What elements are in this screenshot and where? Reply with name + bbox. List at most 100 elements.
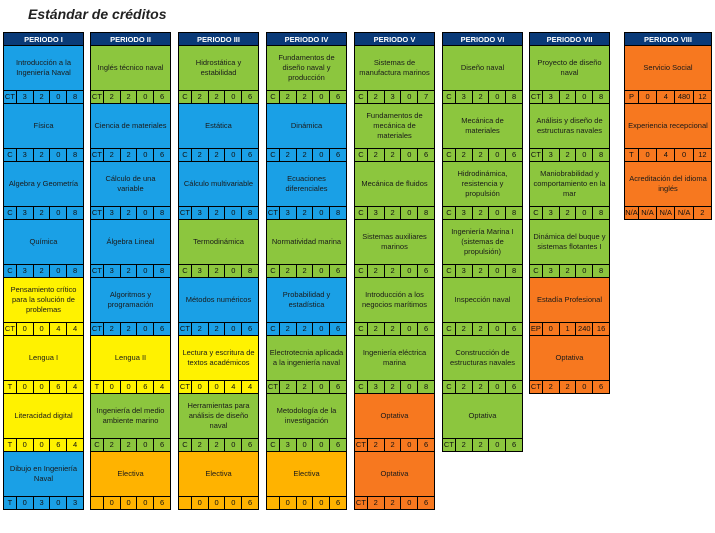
code-value: 2 [471, 323, 489, 335]
course-name: Fundamentos de mecánica de materiales [366, 110, 423, 141]
code-value: 8 [66, 207, 83, 219]
course-name: Mecánica de fluidos [361, 178, 428, 188]
code-value [179, 497, 191, 509]
code-value: 3 [541, 149, 559, 161]
course-cell: Ingeniería eléctrica marina C 3 2 0 8 [354, 336, 435, 394]
course-cell: Electrotecnia aplicada a la ingeniería n… [266, 336, 347, 394]
code-value: C [446, 382, 452, 391]
course-name: Ecuaciones diferenciales [285, 173, 328, 193]
code-value: 2 [454, 149, 472, 161]
code-value: 0 [637, 149, 656, 161]
course-name: Lectura y escritura de textos académicos [182, 347, 255, 367]
code-value: 0 [207, 497, 225, 509]
course-name: Metodología de la investigación [276, 405, 337, 425]
course-cell: Electiva 0 0 0 6 [90, 452, 171, 510]
code-value: 2 [102, 323, 120, 335]
course-cell: Probabilidad y estadística C 2 2 0 6 [266, 278, 347, 336]
code-value: C [358, 382, 364, 391]
code-value: 2 [119, 439, 137, 451]
code-value: 6 [136, 381, 153, 393]
course-codes: CT 2 2 0 6 [267, 380, 346, 393]
page-title: Estándar de créditos [28, 6, 167, 22]
code-value: 2 [383, 381, 401, 393]
code-value: 3 [366, 381, 384, 393]
code-value: C [446, 150, 452, 159]
code-value: 4 [224, 381, 241, 393]
code-value: 0 [190, 497, 208, 509]
code-value: 2 [383, 149, 401, 161]
code-value: 7 [417, 91, 434, 103]
course-cell: Herramientas para análisis de diseño nav… [178, 394, 259, 452]
course-name: Sistemas auxiliares marinos [362, 231, 427, 251]
course-cell: Sistemas auxiliares marinos C 2 2 0 6 [354, 220, 435, 278]
code-value: 6 [241, 497, 258, 509]
code-value: 8 [417, 381, 434, 393]
code-value: 6 [329, 149, 346, 161]
code-value: 0 [136, 439, 153, 451]
code-value: 8 [153, 207, 170, 219]
code-value: 0 [224, 439, 241, 451]
code-value: C [446, 266, 452, 275]
code-value: EP [530, 324, 541, 333]
code-value: 0 [312, 381, 329, 393]
code-value: CT [91, 92, 102, 101]
course-name: Fundamentos de diseño naval y producción [278, 52, 335, 83]
code-value: 6 [153, 91, 170, 103]
course-cell: Optativa CT 2 2 0 6 [442, 394, 523, 452]
course-name: Química [29, 236, 58, 246]
code-value: 6 [329, 439, 346, 451]
period-column: PERIODO II Inglés técnico naval CT 2 2 0 6 Cien… [90, 32, 171, 510]
course-name: Dinámica del buque y sistemas flotantes … [533, 231, 606, 251]
code-value: 6 [153, 149, 170, 161]
code-value [267, 497, 279, 509]
code-value: CT [91, 266, 102, 275]
course-cell: Ingeniería del medio ambiente marino C 2 2 0… [90, 394, 171, 452]
code-value: 6 [241, 439, 258, 451]
course-codes: EP 0 1 240 16 [530, 322, 609, 335]
code-value: 3 [66, 497, 83, 509]
code-value: 0 [400, 91, 417, 103]
course-cell: Lectura y escritura de textos académicos… [178, 336, 259, 394]
code-value: 240 [575, 323, 592, 335]
course-codes: CT 3 2 0 8 [267, 206, 346, 219]
code-value: 12 [692, 91, 711, 103]
code-value: CT [91, 150, 102, 159]
code-value [91, 497, 103, 509]
code-value: 0 [136, 149, 153, 161]
code-value: 2 [541, 381, 559, 393]
course-name: Hidrostática y estabilidad [195, 57, 242, 77]
code-value: P [628, 92, 634, 101]
code-value: 2 [278, 323, 296, 335]
code-value: C [358, 150, 364, 159]
course-name: Optativa [380, 468, 409, 478]
code-value: 2 [454, 323, 472, 335]
code-value: C [270, 324, 276, 333]
course-cell: Optativa CT 2 2 0 6 [529, 336, 610, 394]
code-value: 8 [505, 265, 522, 277]
period-header: PERIODO II [90, 32, 171, 46]
course-codes: CT 3 2 0 8 [179, 206, 258, 219]
code-value: 3 [454, 265, 472, 277]
code-value: 0 [312, 439, 329, 451]
course-name: Experiencia recepcional [628, 120, 708, 130]
code-value: 8 [329, 207, 346, 219]
code-value: 4 [66, 323, 83, 335]
code-value: CT [355, 498, 366, 507]
course-name: Optativa [555, 352, 584, 362]
code-value: 2 [295, 323, 313, 335]
code-value: CT [530, 150, 541, 159]
course-cell: Fundamentos de mecánica de materiales C 2 2… [354, 104, 435, 162]
code-value: 3 [15, 149, 33, 161]
code-value: 2 [190, 323, 208, 335]
code-value: 6 [241, 149, 258, 161]
course-codes: CT 2 2 0 6 [179, 322, 258, 335]
course-name: Algebra y Geometría [8, 178, 79, 188]
code-value: 3 [15, 207, 33, 219]
course-cell: Algoritmos y programación CT 2 2 0 6 [90, 278, 171, 336]
